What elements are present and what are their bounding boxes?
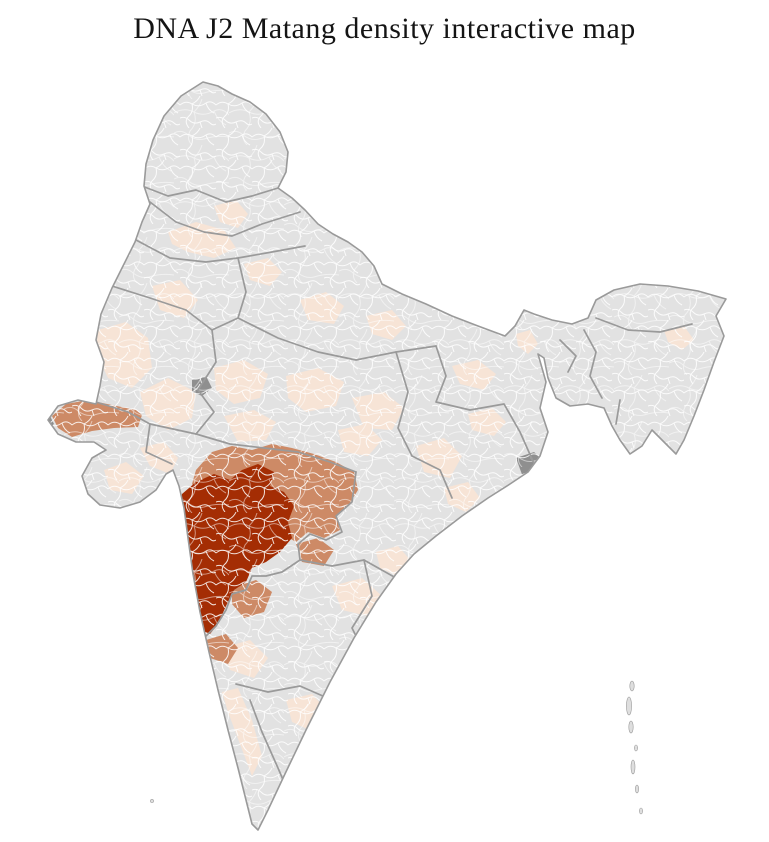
district-mesh-overlay-large bbox=[48, 82, 726, 830]
state-borders bbox=[95, 185, 693, 797]
lakshadweep-islands[interactable] bbox=[150, 799, 154, 803]
andaman-nicobar-islands[interactable] bbox=[626, 680, 643, 815]
page-title: DNA J2 Matang density interactive map bbox=[133, 12, 636, 45]
